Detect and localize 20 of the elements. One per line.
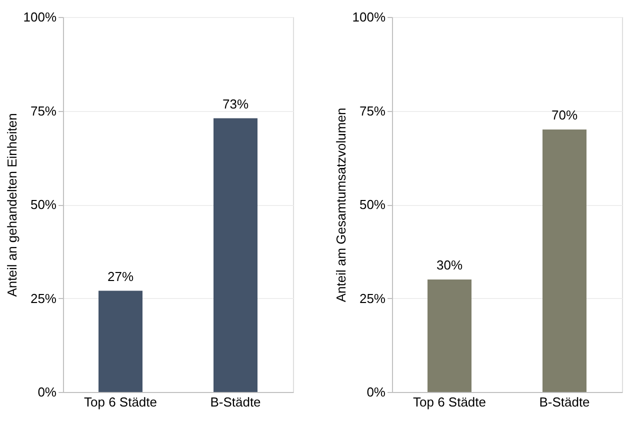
- data-label: 27%: [107, 268, 134, 284]
- data-label: 30%: [436, 258, 463, 272]
- y-tick-label: 25%: [30, 290, 57, 306]
- y-tick-label: 100%: [352, 10, 386, 24]
- y-tick-label: 25%: [359, 290, 386, 306]
- data-label: 70%: [551, 108, 578, 122]
- x-tick-label: Top 6 Städte: [413, 394, 486, 410]
- y-tick-label: 75%: [30, 103, 57, 118]
- y-tick-label: 0%: [38, 384, 57, 400]
- y-tick-label: 75%: [359, 103, 386, 118]
- y-tick-label: 50%: [30, 197, 57, 212]
- y-axis-title: Anteil am Gesamtumsatzvolumen: [333, 108, 348, 302]
- y-tick-label: 100%: [23, 10, 57, 24]
- data-label: 73%: [222, 96, 249, 112]
- y-tick-label: 50%: [359, 197, 386, 212]
- x-tick-label: Top 6 Städte: [84, 394, 157, 410]
- y-axis-title: Anteil an gehandelten Einheiten: [4, 113, 20, 297]
- y-tick-label: 0%: [366, 384, 386, 400]
- x-tick-label: B-Städte: [539, 394, 590, 410]
- x-tick-label: B-Städte: [210, 394, 261, 410]
